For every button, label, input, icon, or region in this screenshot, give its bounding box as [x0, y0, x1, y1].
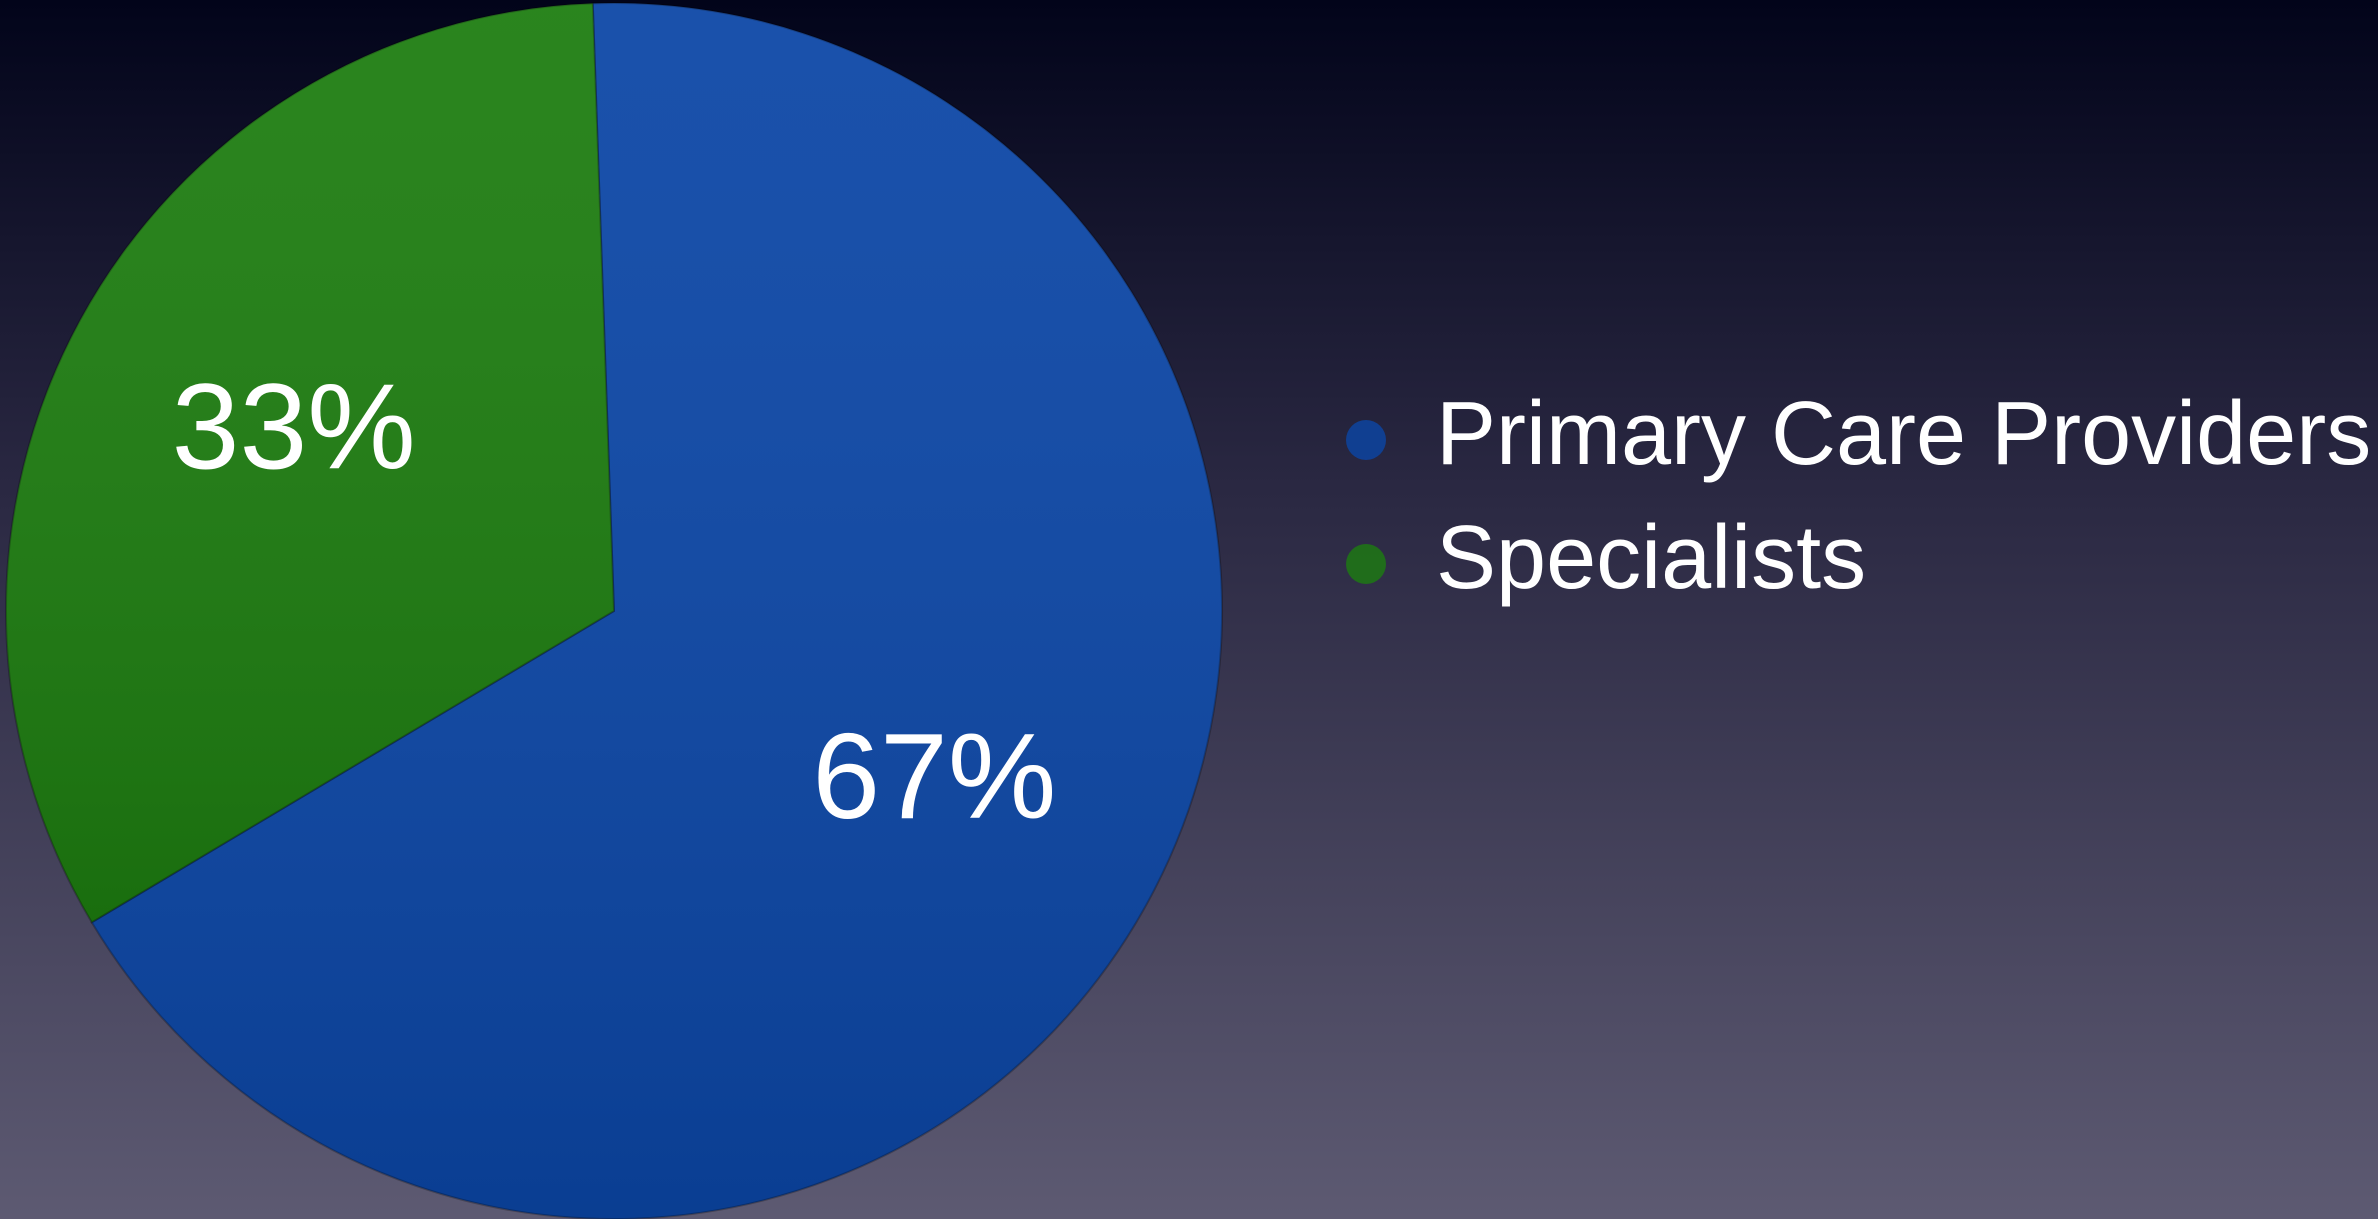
slice-shade [91, 3, 1222, 1219]
slice-shade [5, 3, 615, 923]
legend-label: Specialists [1436, 508, 1866, 608]
legend-swatch [1346, 420, 1386, 460]
data-label: 33% [172, 359, 416, 495]
legend-swatch [1346, 544, 1386, 584]
legend-label: Primary Care Providers [1436, 384, 2371, 484]
data-label: 67% [812, 708, 1056, 844]
